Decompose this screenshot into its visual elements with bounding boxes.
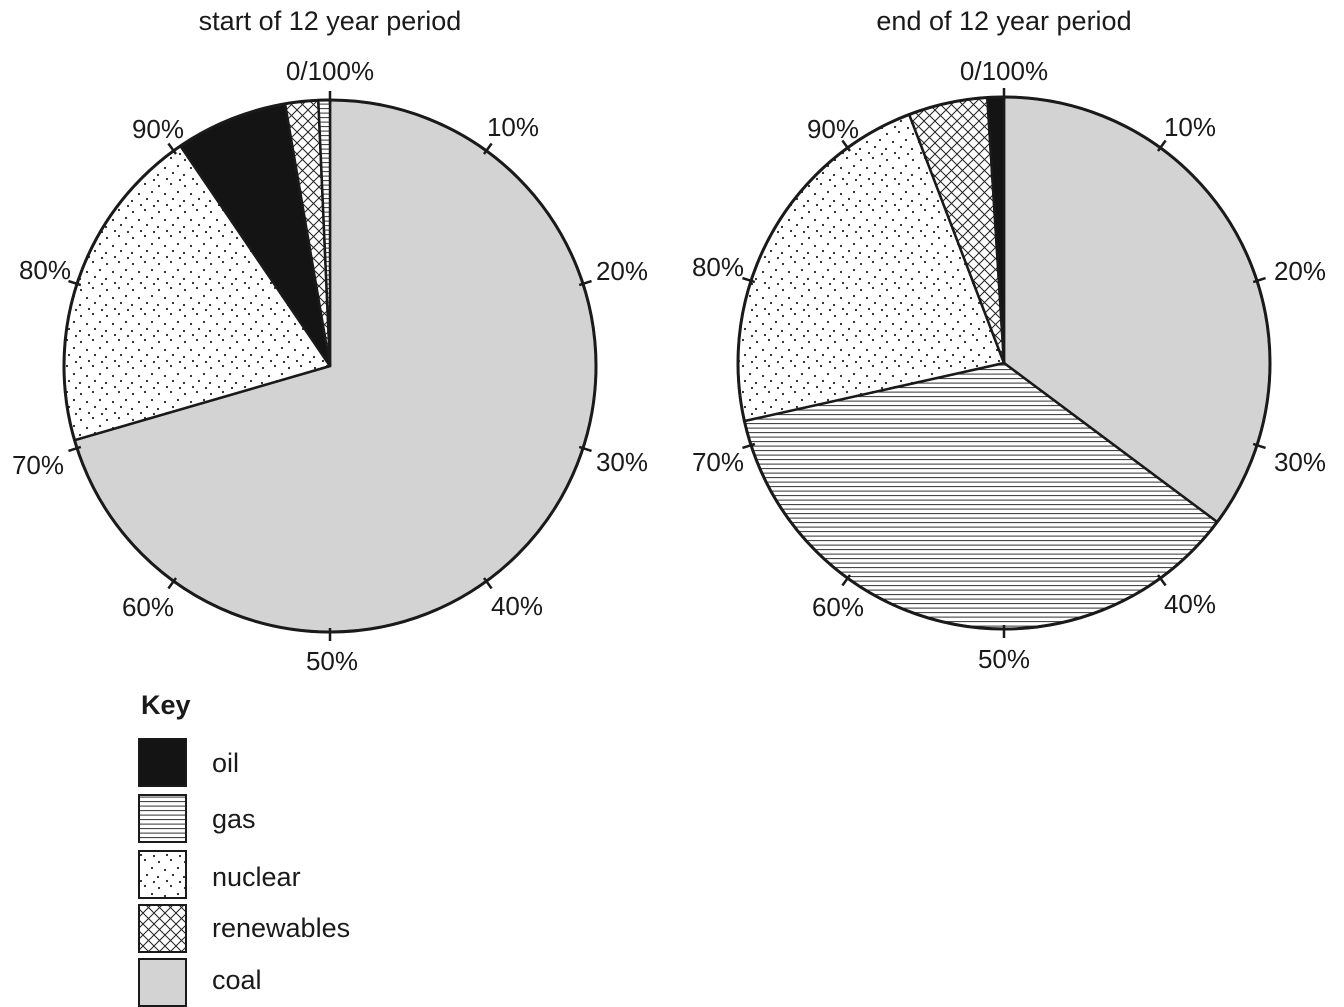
tick-label-30: 30% bbox=[596, 447, 648, 477]
key-swatch-nuclear bbox=[138, 850, 187, 899]
pie-start-label-start: 0/100% bbox=[286, 56, 374, 86]
key-label-coal: coal bbox=[212, 965, 262, 995]
pie-tick-labels-start: 10% 20% 30% 40% 50% 60% 70% 80% 90% bbox=[12, 112, 648, 676]
pie-tick-90 bbox=[167, 142, 178, 155]
key-swatch-gas bbox=[138, 794, 187, 843]
pie-start-label-end: 0/100% bbox=[960, 56, 1048, 86]
tick-label-50: 50% bbox=[306, 646, 358, 676]
pie-tick-40 bbox=[482, 577, 493, 590]
tick-label-90: 90% bbox=[807, 114, 859, 144]
key-label-renewables: renewables bbox=[212, 913, 350, 943]
pie-chart-start: start of 12 year period 0/100% 10% 20% 3… bbox=[12, 6, 648, 676]
pie-title-start: start of 12 year period bbox=[199, 6, 462, 36]
key-item-renewables: renewables bbox=[138, 904, 350, 953]
pie-tick-20 bbox=[578, 279, 592, 287]
pie-tick-60 bbox=[841, 574, 852, 587]
key-swatch-coal bbox=[138, 958, 187, 1007]
key-label-oil: oil bbox=[212, 748, 239, 778]
tick-label-70: 70% bbox=[12, 450, 64, 480]
pie-tick-70 bbox=[742, 442, 756, 450]
key-label-gas: gas bbox=[212, 804, 256, 834]
key-item-oil: oil bbox=[138, 738, 239, 787]
legend-key: Key oil gas nuclear renewables coal bbox=[138, 690, 350, 1007]
pie-tick-80 bbox=[742, 276, 756, 284]
key-swatch-renewables bbox=[138, 904, 187, 953]
tick-label-60: 60% bbox=[122, 592, 174, 622]
tick-label-70: 70% bbox=[692, 447, 744, 477]
pie-chart-end: end of 12 year period 0/100% 10% 20% 30%… bbox=[692, 6, 1326, 674]
key-item-gas: gas bbox=[138, 794, 256, 843]
key-label-nuclear: nuclear bbox=[212, 862, 301, 892]
tick-label-20: 20% bbox=[596, 256, 648, 286]
tick-label-40: 40% bbox=[491, 591, 543, 621]
pie-ticks-start bbox=[68, 91, 592, 641]
pie-tick-10 bbox=[482, 142, 493, 155]
pie-title-end: end of 12 year period bbox=[876, 6, 1131, 36]
key-swatch-oil bbox=[138, 738, 187, 787]
pie-tick-80 bbox=[68, 279, 82, 287]
pie-tick-20 bbox=[1252, 276, 1266, 284]
pie-tick-30 bbox=[578, 445, 592, 453]
pie-slices-end bbox=[736, 95, 1272, 631]
pie-slices-start bbox=[62, 98, 598, 634]
pie-tick-60 bbox=[167, 577, 178, 590]
pie-tick-labels-end: 10% 20% 30% 40% 50% 60% 70% 80% 90% bbox=[692, 112, 1326, 674]
pie-tick-90 bbox=[841, 139, 852, 152]
tick-label-60: 60% bbox=[812, 592, 864, 622]
tick-label-80: 80% bbox=[19, 255, 71, 285]
key-title: Key bbox=[141, 690, 191, 720]
tick-label-30: 30% bbox=[1274, 447, 1326, 477]
tick-label-90: 90% bbox=[132, 114, 184, 144]
pie-tick-30 bbox=[1252, 442, 1266, 450]
pie-tick-10 bbox=[1156, 139, 1167, 152]
key-item-nuclear: nuclear bbox=[138, 850, 301, 899]
tick-label-50: 50% bbox=[978, 644, 1030, 674]
pie-tick-70 bbox=[68, 445, 82, 453]
tick-label-20: 20% bbox=[1274, 256, 1326, 286]
tick-label-80: 80% bbox=[692, 252, 744, 282]
tick-label-40: 40% bbox=[1164, 589, 1216, 619]
pie-tick-40 bbox=[1156, 574, 1167, 587]
tick-label-10: 10% bbox=[487, 112, 539, 142]
key-item-coal: coal bbox=[138, 958, 262, 1007]
pie-ticks-end bbox=[742, 88, 1266, 638]
tick-label-10: 10% bbox=[1164, 112, 1216, 142]
